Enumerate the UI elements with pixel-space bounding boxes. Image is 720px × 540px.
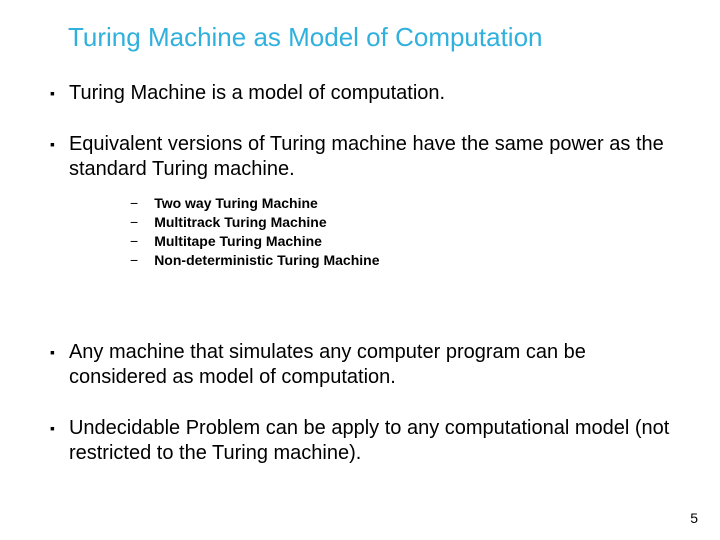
dash-marker: − bbox=[130, 214, 138, 230]
spacer bbox=[48, 296, 672, 340]
sub-bullet-item: − Two way Turing Machine bbox=[130, 194, 672, 213]
bullet-item: ▪ Equivalent versions of Turing machine … bbox=[48, 132, 672, 182]
bullet-marker: ▪ bbox=[50, 344, 55, 360]
bullet-text: Undecidable Problem can be apply to any … bbox=[69, 416, 672, 466]
bullet-item: ▪ Undecidable Problem can be apply to an… bbox=[48, 416, 672, 466]
sub-bullet-item: − Multitape Turing Machine bbox=[130, 232, 672, 251]
slide-container: Turing Machine as Model of Computation ▪… bbox=[0, 0, 720, 540]
sub-bullet-text: Two way Turing Machine bbox=[154, 194, 318, 213]
sub-bullet-text: Multitrack Turing Machine bbox=[154, 213, 326, 232]
sublist-container: − Two way Turing Machine − Multitrack Tu… bbox=[48, 194, 672, 270]
slide-title: Turing Machine as Model of Computation bbox=[48, 22, 672, 53]
bullet-text: Turing Machine is a model of computation… bbox=[69, 81, 445, 106]
dash-marker: − bbox=[130, 195, 138, 211]
bullet-item: ▪ Turing Machine is a model of computati… bbox=[48, 81, 672, 106]
bullet-marker: ▪ bbox=[50, 85, 55, 101]
sub-bullet-text: Multitape Turing Machine bbox=[154, 232, 322, 251]
bullet-marker: ▪ bbox=[50, 136, 55, 152]
page-number: 5 bbox=[690, 510, 698, 526]
sub-bullet-item: − Non-deterministic Turing Machine bbox=[130, 251, 672, 270]
bullet-text: Any machine that simulates any computer … bbox=[69, 340, 672, 390]
sub-bullet-item: − Multitrack Turing Machine bbox=[130, 213, 672, 232]
bullet-marker: ▪ bbox=[50, 420, 55, 436]
dash-marker: − bbox=[130, 252, 138, 268]
bullet-item: ▪ Any machine that simulates any compute… bbox=[48, 340, 672, 390]
bullet-text: Equivalent versions of Turing machine ha… bbox=[69, 132, 672, 182]
dash-marker: − bbox=[130, 233, 138, 249]
sub-bullet-text: Non-deterministic Turing Machine bbox=[154, 251, 379, 270]
